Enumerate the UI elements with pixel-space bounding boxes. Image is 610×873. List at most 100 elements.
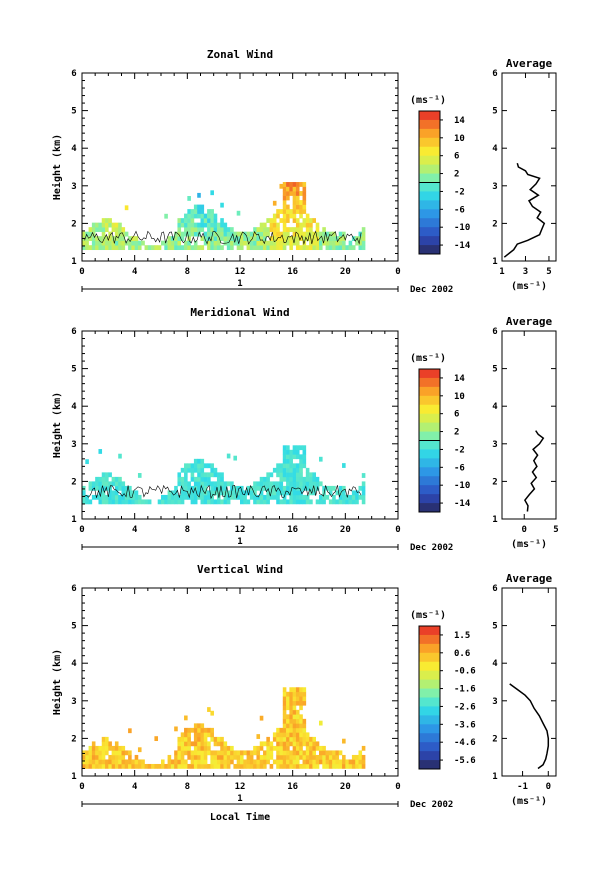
heatmap-cell — [289, 454, 293, 460]
heatmap-cell — [240, 245, 244, 251]
colorbar-label: -14 — [454, 499, 471, 509]
heatmap-cell — [200, 227, 205, 232]
heatmap-cell — [292, 499, 297, 505]
heatmap-cell — [101, 763, 106, 769]
heatmap-cell — [286, 732, 290, 738]
heatmap-cell — [203, 463, 208, 469]
heatmap-cell — [335, 763, 340, 769]
heatmap-cell — [187, 485, 191, 491]
heatmap-cell — [312, 481, 317, 487]
heatmap-cell — [128, 763, 132, 769]
heatmap-cell — [302, 494, 307, 500]
heatmap-cell — [276, 231, 280, 237]
heatmap-cell — [289, 481, 293, 487]
heatmap-cell — [309, 476, 313, 482]
heatmap-cell — [184, 213, 188, 219]
heatmap-cell — [325, 763, 330, 769]
y-tick-label: 5 — [71, 365, 76, 375]
heatmap-cell — [266, 476, 270, 482]
heatmap-cell — [105, 759, 109, 765]
profile-x-tick-label: 3 — [523, 267, 528, 277]
colorbar-segment — [419, 200, 440, 210]
heatmap-cell — [309, 490, 313, 496]
heatmap-cell — [193, 213, 198, 219]
heatmap-cell — [226, 481, 231, 487]
colorbar-segment — [419, 369, 440, 379]
heatmap-cell — [295, 696, 300, 702]
heatmap-cell — [332, 245, 336, 251]
heatmap-cell — [124, 494, 129, 500]
heatmap-cell — [246, 485, 251, 491]
heatmap-cell — [240, 490, 244, 496]
heatmap-cell — [197, 213, 201, 219]
heatmap-cell — [118, 481, 122, 487]
heatmap-cell — [85, 494, 89, 500]
heatmap-cell — [121, 231, 126, 237]
heatmap-cell — [305, 732, 310, 738]
heatmap-cell — [207, 227, 211, 232]
heatmap-cell — [101, 481, 106, 487]
heatmap-cell — [269, 763, 274, 769]
heatmap-cell — [282, 759, 287, 765]
heatmap-cell — [253, 745, 257, 751]
colorbar-segment — [419, 182, 440, 192]
heatmap-cell — [161, 499, 165, 505]
heatmap-cell — [203, 736, 208, 742]
heatmap-cell — [203, 494, 208, 500]
colorbar-label: 6 — [454, 152, 459, 162]
heatmap-cell — [180, 750, 185, 756]
heatmap-cell — [131, 759, 135, 765]
heatmap-cell — [200, 750, 205, 756]
heatmap-cell — [305, 499, 310, 505]
heatmap-cell — [286, 705, 290, 711]
heatmap-cell — [282, 709, 287, 715]
heatmap-cell — [263, 236, 267, 241]
heatmap-cell — [210, 213, 214, 219]
heatmap-cell — [302, 195, 307, 201]
heatmap-cell — [302, 736, 307, 742]
heatmap-cell — [236, 210, 241, 216]
heatmap-cell — [101, 745, 106, 751]
heatmap-cell — [305, 736, 310, 742]
heatmap-cell — [253, 245, 257, 251]
heatmap-cell — [309, 222, 313, 228]
heatmap-cell — [187, 736, 191, 742]
colorbar-label: -10 — [454, 481, 470, 491]
heatmap-cell — [361, 485, 366, 491]
heatmap-cell — [299, 458, 303, 464]
heatmap-cell — [203, 213, 208, 219]
heatmap-cell — [190, 231, 195, 237]
heatmap-cell — [243, 763, 247, 769]
x-tick-label: 0 — [395, 267, 400, 277]
colorbar-label: 14 — [454, 116, 465, 126]
heatmap-cell — [305, 750, 310, 756]
profile-y-tick-label: 5 — [492, 365, 497, 375]
heatmap-cell — [348, 240, 353, 246]
heatmap-cell — [332, 494, 336, 500]
heatmap-cell — [328, 754, 333, 760]
heatmap-cell — [220, 745, 224, 751]
heatmap-cell — [88, 231, 93, 237]
heatmap-cell — [174, 231, 178, 237]
heatmap-cell — [256, 759, 261, 765]
heatmap-cell — [302, 458, 307, 464]
heatmap-cell — [220, 222, 224, 228]
heatmap-cell — [216, 472, 221, 478]
heatmap-cell — [286, 236, 290, 241]
plot-frame — [81, 587, 399, 777]
heatmap-cell — [312, 236, 317, 241]
heatmap-cell — [263, 476, 267, 482]
heatmap-cell — [190, 463, 195, 469]
heatmap-cell — [256, 245, 261, 251]
heatmap-cell — [279, 183, 284, 189]
heatmap-cell — [200, 204, 205, 210]
heatmap-cell — [226, 245, 231, 251]
heatmap-cell — [190, 741, 195, 747]
profile-x-label: (ms⁻¹) — [511, 281, 547, 292]
heatmap-cell — [233, 754, 238, 760]
heatmap-cell — [223, 236, 228, 241]
heatmap-cell — [203, 236, 208, 241]
heatmap-cell — [256, 240, 261, 246]
colorbar-segment — [419, 137, 440, 148]
heatmap-cell — [131, 763, 135, 769]
